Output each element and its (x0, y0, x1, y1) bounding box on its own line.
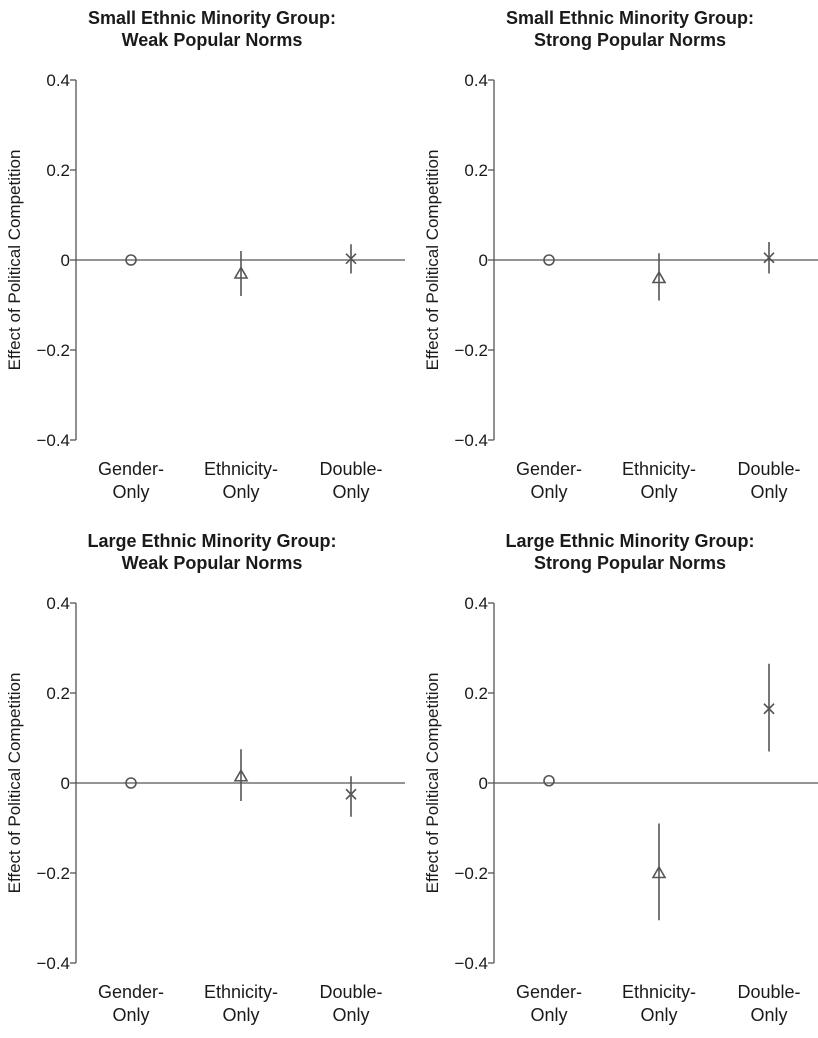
y-tick-label: −0.2 (36, 864, 70, 883)
x-category-label: Gender- (98, 982, 164, 1002)
chart-panel-1: Small Ethnic Minority Group: Weak Popular… (0, 0, 409, 515)
x-category-label: Double- (319, 459, 382, 479)
chart-subtitle: Weak Popular Norms (122, 553, 303, 573)
y-tick-label: 0.2 (46, 161, 70, 180)
chart-svg-4: Large Ethnic Minority Group:Strong Popul… (423, 531, 818, 1025)
y-tick-label: −0.2 (36, 341, 70, 360)
data-point-triangle (651, 865, 667, 879)
x-category-label: Gender- (516, 459, 582, 479)
data-point-circle (125, 777, 137, 789)
x-category-label: Double- (319, 982, 382, 1002)
y-tick-label: 0 (479, 251, 488, 270)
y-tick-label: −0.4 (36, 431, 70, 450)
y-tick-label: 0.2 (464, 684, 488, 703)
data-point-circle (543, 254, 555, 266)
y-tick-label: 0 (61, 774, 70, 793)
data-point-x (763, 703, 775, 715)
y-tick-label: 0.2 (464, 161, 488, 180)
data-point-triangle (651, 270, 667, 284)
data-point-circle (125, 254, 137, 266)
data-point-triangle (233, 265, 249, 279)
chart-panel-2: Small Ethnic Minority Group: Strong Popul… (418, 0, 818, 515)
data-point-x (345, 253, 357, 265)
y-axis-label: Effect of Political Competition (5, 673, 24, 894)
x-category-label: Only (112, 482, 149, 502)
x-category-label: Only (332, 482, 369, 502)
y-tick-label: 0.4 (46, 594, 70, 613)
y-tick-label: −0.4 (454, 954, 488, 973)
y-axis-label: Effect of Political Competition (5, 150, 24, 371)
x-category-label: Only (530, 1005, 567, 1025)
x-category-label: Only (222, 1005, 259, 1025)
chart-subtitle: Strong Popular Norms (534, 553, 726, 573)
x-category-label: Only (640, 1005, 677, 1025)
y-tick-label: 0.4 (464, 71, 488, 90)
x-category-label: Double- (737, 459, 800, 479)
x-category-label: Gender- (98, 459, 164, 479)
x-category-label: Double- (737, 982, 800, 1002)
y-tick-label: −0.4 (454, 431, 488, 450)
chart-title: Large Ethnic Minority Group: (505, 531, 754, 551)
y-tick-label: 0.4 (46, 71, 70, 90)
x-category-label: Only (640, 482, 677, 502)
y-axis-label: Effect of Political Competition (423, 673, 442, 894)
x-category-label: Only (530, 482, 567, 502)
x-category-label: Only (750, 1005, 787, 1025)
x-category-label: Ethnicity- (204, 459, 278, 479)
chart-title: Small Ethnic Minority Group: (506, 8, 754, 28)
chart-panel-3: Large Ethnic Minority Group: Weak Popular… (0, 523, 409, 1038)
y-tick-label: −0.4 (36, 954, 70, 973)
x-category-label: Ethnicity- (204, 982, 278, 1002)
x-category-label: Ethnicity- (622, 459, 696, 479)
x-category-label: Only (222, 482, 259, 502)
x-category-label: Only (332, 1005, 369, 1025)
x-category-label: Only (750, 482, 787, 502)
y-tick-label: 0 (61, 251, 70, 270)
y-tick-label: 0.4 (464, 594, 488, 613)
data-point-circle (543, 774, 555, 787)
data-point-triangle (233, 768, 249, 782)
y-tick-label: 0 (479, 774, 488, 793)
chart-title: Small Ethnic Minority Group: (88, 8, 336, 28)
y-tick-label: −0.2 (454, 341, 488, 360)
y-tick-label: 0.2 (46, 684, 70, 703)
x-category-label: Only (112, 1005, 149, 1025)
chart-subtitle: Strong Popular Norms (534, 30, 726, 50)
chart-subtitle: Weak Popular Norms (122, 30, 303, 50)
chart-svg-3: Large Ethnic Minority Group:Weak Popular… (5, 531, 405, 1025)
chart-svg-1: Small Ethnic Minority Group:Weak Popular… (5, 8, 405, 502)
chart-panel-4: Large Ethnic Minority Group: Strong Popul… (418, 523, 818, 1038)
data-point-x (763, 252, 775, 264)
y-tick-label: −0.2 (454, 864, 488, 883)
chart-title: Large Ethnic Minority Group: (87, 531, 336, 551)
chart-svg-2: Small Ethnic Minority Group:Strong Popul… (423, 8, 818, 502)
y-axis-label: Effect of Political Competition (423, 150, 442, 371)
data-point-x (345, 788, 357, 800)
x-category-label: Ethnicity- (622, 982, 696, 1002)
x-category-label: Gender- (516, 982, 582, 1002)
